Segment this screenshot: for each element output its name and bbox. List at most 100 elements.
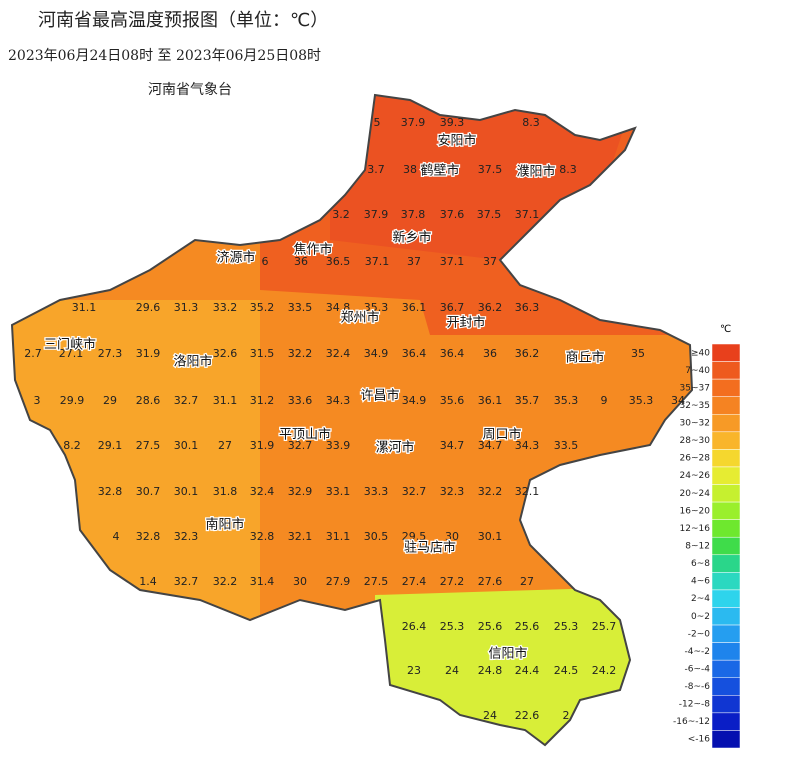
station-value: 31.5 xyxy=(250,347,275,360)
station-value: 33.5 xyxy=(554,439,579,452)
station-value: 24 xyxy=(483,709,497,722)
legend-swatch xyxy=(711,554,741,573)
station-value: 9 xyxy=(601,394,608,407)
legend-swatch xyxy=(711,536,741,556)
station-value: 33.9 xyxy=(326,439,351,452)
legend-swatch xyxy=(711,378,741,397)
city-label: 鹤壁市 xyxy=(420,163,459,179)
legend-swatch xyxy=(711,677,741,696)
station-value: 37.1 xyxy=(440,255,465,268)
legend-swatch xyxy=(711,484,741,503)
station-value: 8.2 xyxy=(63,439,81,452)
legend-label: 8~12 xyxy=(685,542,710,552)
station-value: 37.9 xyxy=(401,116,426,129)
legend-label: <-16 xyxy=(688,735,711,745)
legend-label: 26~28 xyxy=(680,454,711,464)
station-value: 31.8 xyxy=(213,485,238,498)
city-label: 许昌市 xyxy=(360,388,399,404)
station-value: 27.2 xyxy=(440,575,465,588)
legend-label: ≥40 xyxy=(691,348,710,358)
city-label: 洛阳市 xyxy=(173,354,212,370)
station-value: 33.2 xyxy=(213,301,238,314)
city-label: 漯河市 xyxy=(375,440,414,456)
station-value: 33.3 xyxy=(364,485,389,498)
legend-swatch xyxy=(711,624,741,643)
city-label: 开封市 xyxy=(446,315,485,331)
station-value: 31.1 xyxy=(213,394,238,407)
station-value: 33.5 xyxy=(288,301,313,314)
legend-label: -6~-4 xyxy=(685,664,711,674)
station-value: 26.4 xyxy=(402,620,427,633)
station-value: 31.9 xyxy=(136,347,161,360)
station-value: 36.1 xyxy=(478,394,503,407)
station-value: 32.4 xyxy=(326,347,351,360)
station-value: 32.3 xyxy=(440,485,465,498)
station-value: 32.8 xyxy=(98,485,123,498)
issuer: 河南省气象台 xyxy=(148,82,232,98)
city-label: 郑州市 xyxy=(340,310,379,326)
station-value: 31.3 xyxy=(174,301,199,314)
station-value: 37.8 xyxy=(401,208,426,221)
legend-swatch xyxy=(711,519,741,538)
legend-swatch xyxy=(711,695,741,714)
station-value: 3.2 xyxy=(332,208,350,221)
legend-label: 24~26 xyxy=(680,471,711,481)
legend-label: 7~40 xyxy=(685,366,710,376)
city-label: 驻马店市 xyxy=(404,540,456,556)
station-value: 25.7 xyxy=(592,620,617,633)
station-value: 24 xyxy=(445,664,459,677)
station-value: 29.1 xyxy=(98,439,123,452)
station-value: 6 xyxy=(262,255,269,268)
city-label: 安阳市 xyxy=(437,133,476,149)
station-value: 37 xyxy=(483,255,497,268)
station-value: 36.2 xyxy=(515,347,540,360)
legend-swatch xyxy=(711,414,741,433)
station-value: 30.7 xyxy=(136,485,161,498)
station-value: 37.1 xyxy=(515,208,540,221)
station-value: 37.1 xyxy=(365,255,390,268)
station-value: 32.7 xyxy=(402,485,427,498)
station-value: 2.7 xyxy=(24,347,42,360)
station-value: 32.1 xyxy=(515,485,540,498)
station-value: 8.3 xyxy=(522,116,540,129)
legend-swatch xyxy=(711,659,741,678)
legend-label: -8~-6 xyxy=(685,682,711,692)
legend-label: 16~20 xyxy=(680,506,711,516)
legend-swatch xyxy=(711,396,741,415)
station-value: 27.9 xyxy=(326,575,351,588)
station-value: 8.3 xyxy=(559,163,577,176)
station-value: 35.6 xyxy=(440,394,465,407)
city-label: 平顶山市 xyxy=(279,427,331,443)
legend-label: 35~37 xyxy=(680,383,710,393)
city-label: 济源市 xyxy=(216,250,255,266)
station-value: 27.3 xyxy=(98,347,123,360)
city-label: 焦作市 xyxy=(293,242,332,258)
station-value: 39.3 xyxy=(440,116,465,129)
station-value: 32.2 xyxy=(213,575,238,588)
station-value: 3.7 xyxy=(367,163,385,176)
station-value: 36.4 xyxy=(402,347,427,360)
legend-swatch xyxy=(711,466,741,485)
legend-swatch xyxy=(711,730,741,749)
station-value: 31.2 xyxy=(250,394,275,407)
station-value: 31.1 xyxy=(326,530,351,543)
station-value: 27.1 xyxy=(59,347,84,360)
legend-swatch xyxy=(711,572,741,591)
station-value: 36.1 xyxy=(402,301,427,314)
station-value: 36.7 xyxy=(440,301,465,314)
station-value: 29.5 xyxy=(402,530,427,543)
station-value: 22.6 xyxy=(515,709,540,722)
city-label: 新乡市 xyxy=(392,230,431,246)
station-value: 31.4 xyxy=(250,575,275,588)
station-value: 35.7 xyxy=(515,394,540,407)
station-value: 30 xyxy=(293,575,307,588)
station-value: 37.5 xyxy=(478,163,503,176)
legend-swatch xyxy=(711,712,741,731)
city-label: 三门峡市 xyxy=(44,337,96,353)
city-label: 南阳市 xyxy=(205,517,244,533)
legend-label: -4~-2 xyxy=(685,647,711,657)
station-value: 31.1 xyxy=(72,301,97,314)
station-value: 34.3 xyxy=(326,394,351,407)
legend-swatch xyxy=(711,589,741,608)
station-value: 25.6 xyxy=(515,620,540,633)
